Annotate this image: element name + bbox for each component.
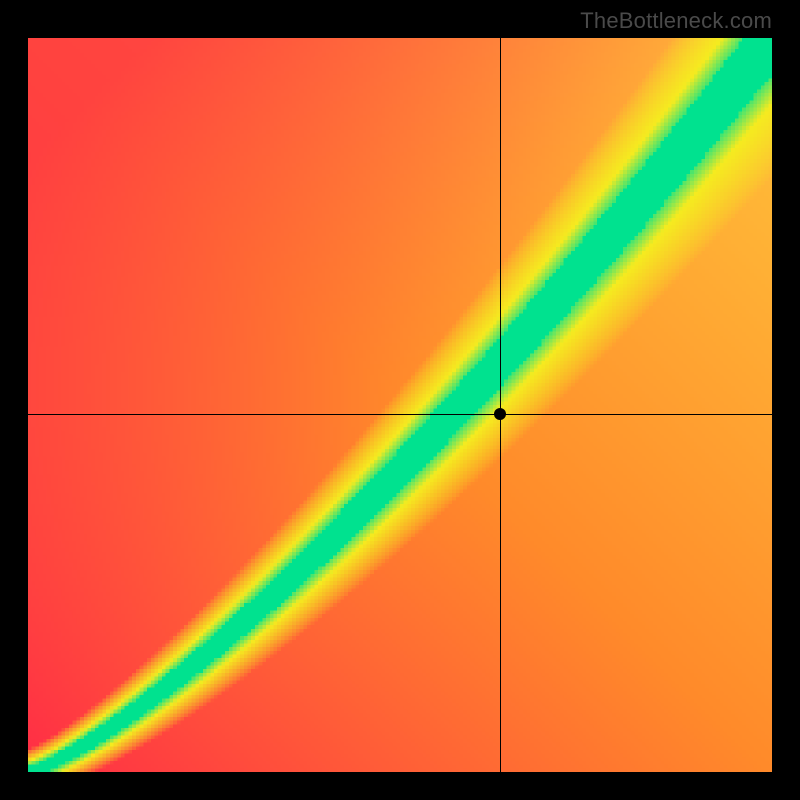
crosshair-marker: [494, 408, 506, 420]
watermark-text: TheBottleneck.com: [580, 8, 772, 34]
crosshair-vertical: [500, 38, 502, 772]
crosshair-horizontal: [28, 414, 772, 416]
heatmap-plot: [28, 38, 772, 772]
heatmap-canvas: [28, 38, 772, 772]
